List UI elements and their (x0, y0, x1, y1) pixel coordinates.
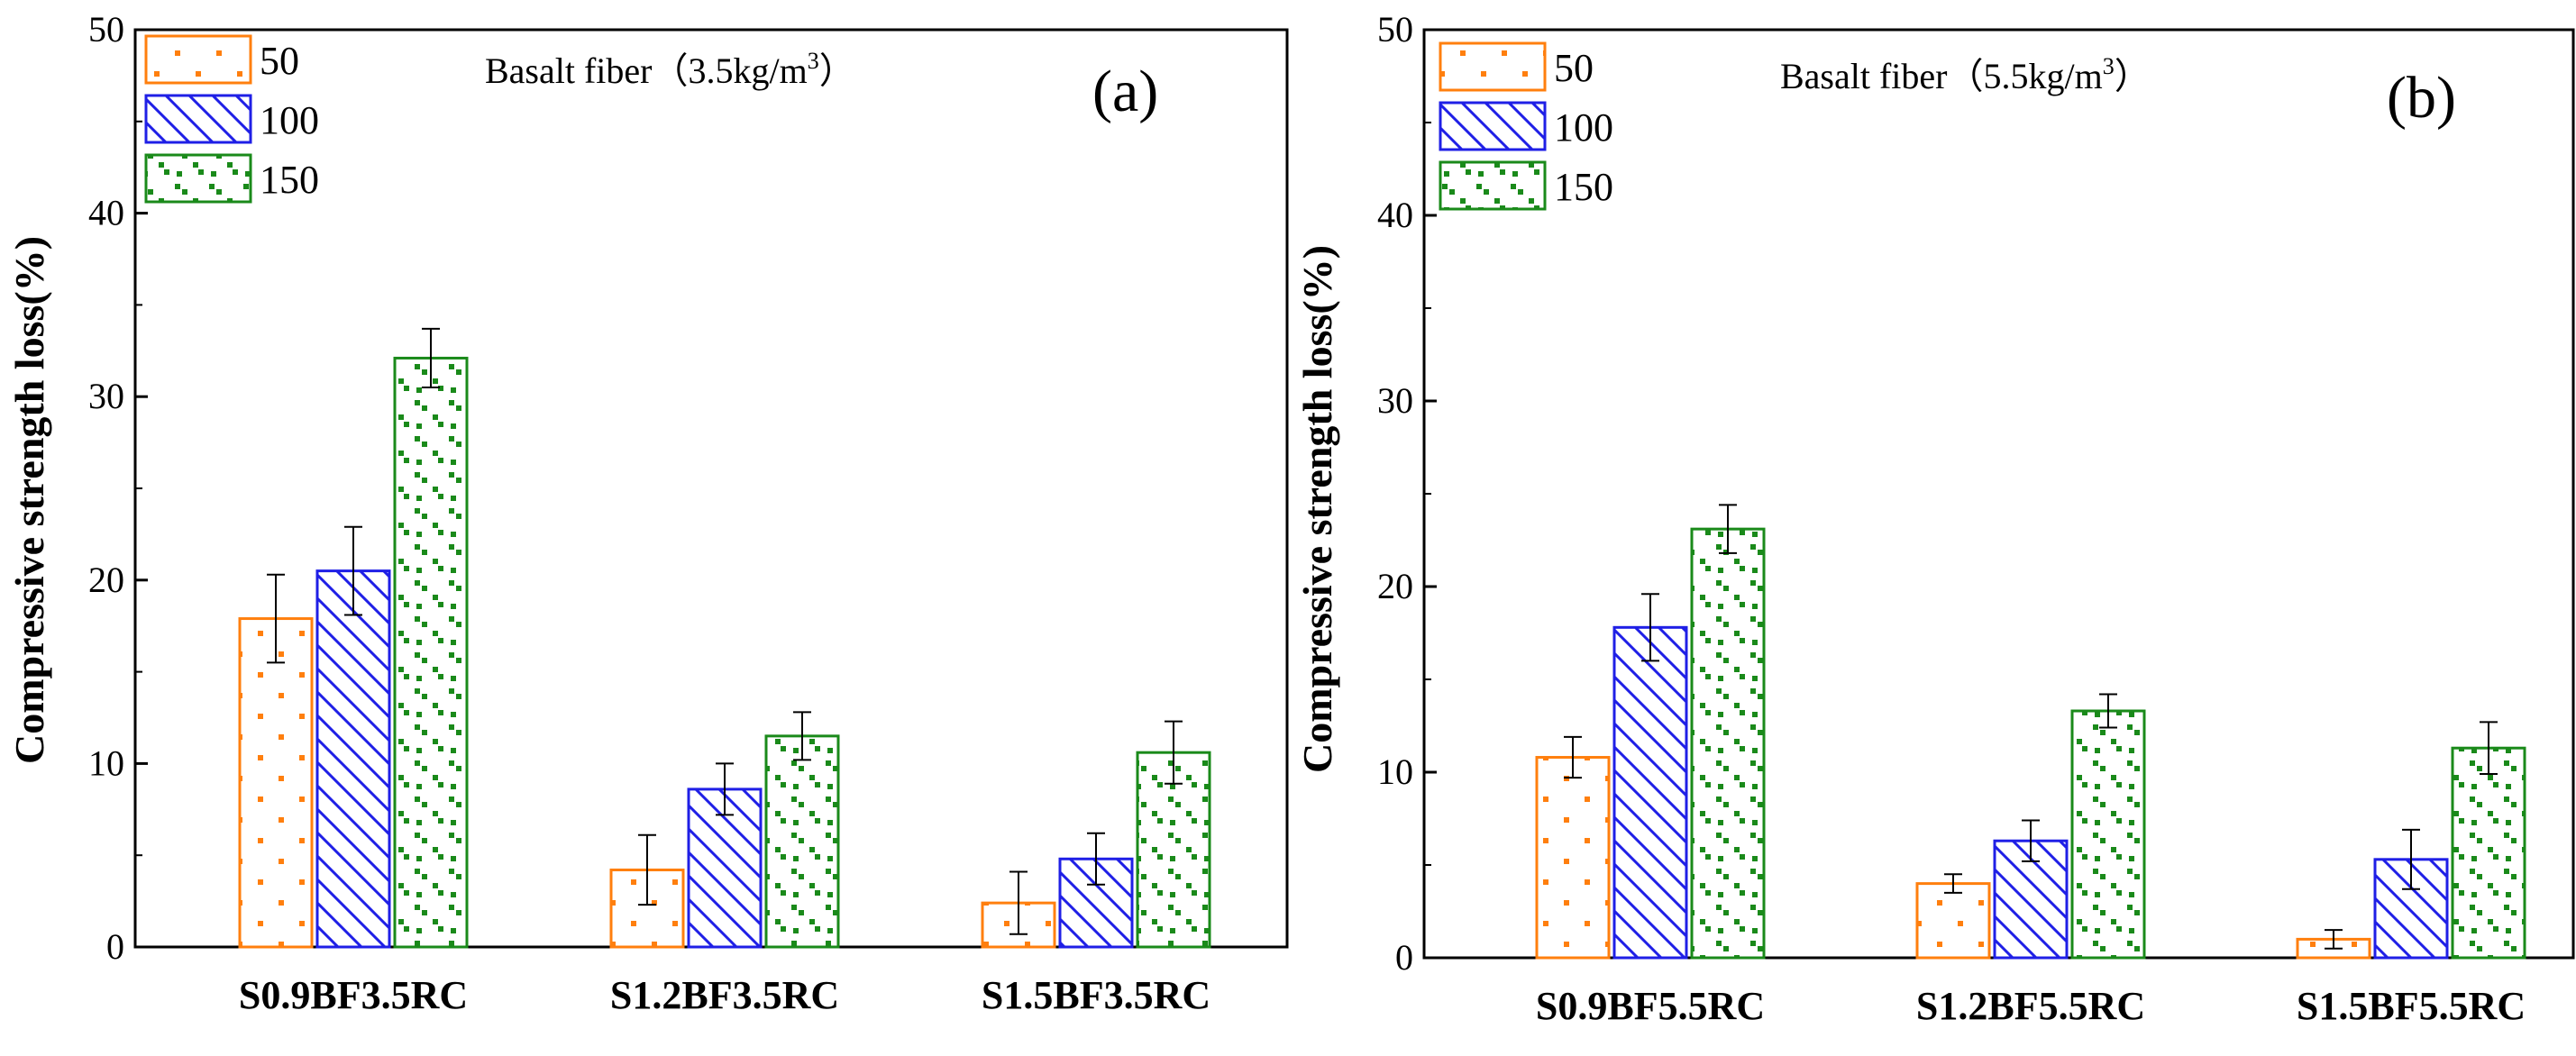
panel-label: (a) (1092, 59, 1158, 124)
chart-title: Basalt fiber（5.5kg/m3） (1780, 53, 2151, 96)
legend-swatch (144, 94, 252, 144)
y-tick-label: 20 (88, 560, 124, 600)
category-label: S0.9BF3.5RC (239, 973, 468, 1017)
bar (764, 734, 840, 949)
chart-panel-b: 0 10 20 30 40 50 S0.9BF5.5RC S1.2BF5.5RC S1.5BF5… (1294, 9, 2575, 1028)
bar (1690, 527, 1766, 960)
y-tick-label: 10 (1377, 751, 1413, 792)
category-label: S1.2BF3.5RC (610, 973, 839, 1017)
legend-label: 100 (260, 98, 319, 142)
bar (315, 569, 391, 949)
category-label: S1.2BF5.5RC (1916, 984, 2145, 1028)
legend-swatch (144, 153, 252, 204)
bar (393, 356, 469, 949)
y-tick-label: 10 (88, 742, 124, 783)
legend-swatch (1439, 41, 1547, 92)
y-tick-label: 50 (1377, 9, 1413, 50)
category-label: S1.5BF5.5RC (2297, 984, 2526, 1028)
y-tick-label: 40 (1377, 195, 1413, 235)
bar (609, 868, 685, 949)
bar (238, 617, 314, 949)
legend-swatch (1439, 101, 1547, 151)
category-label: S0.9BF5.5RC (1536, 984, 1765, 1028)
legend-label: 50 (1554, 46, 1594, 90)
y-axis-label: Compressive strength loss(%) (6, 236, 52, 764)
plot-area: 0 10 20 30 40 50 S0.9BF3.5RC S1.2BF3.5RC S1.5BF3… (88, 9, 1289, 1017)
y-tick-label: 20 (1377, 566, 1413, 606)
chart-title: Basalt fiber（3.5kg/m3） (485, 48, 855, 91)
panel-label: (b) (2387, 65, 2456, 131)
y-tick-label: 0 (1395, 937, 1413, 978)
bar (1535, 756, 1611, 960)
legend-label: 150 (1554, 165, 1613, 209)
y-tick-label: 30 (1377, 380, 1413, 421)
y-tick-label: 50 (88, 9, 124, 50)
bar (2451, 746, 2526, 960)
bar (2070, 709, 2146, 960)
plot-area: 0 10 20 30 40 50 S0.9BF5.5RC S1.2BF5.5RC S1.5BF5… (1377, 9, 2575, 1028)
legend-swatch (144, 34, 252, 85)
legend-label: 100 (1554, 105, 1613, 150)
legend-swatch (1439, 160, 1547, 211)
bar (1612, 625, 1688, 960)
y-axis-label: Compressive strength loss(%) (1294, 245, 1340, 773)
legend-label: 150 (260, 158, 319, 202)
bar (1915, 882, 1991, 960)
y-tick-label: 40 (88, 193, 124, 233)
y-tick-label: 0 (106, 926, 124, 967)
category-label: S1.5BF3.5RC (982, 973, 1210, 1017)
y-tick-label: 30 (88, 376, 124, 416)
chart-panel-a: 0 10 20 30 40 50 S0.9BF3.5RC S1.2BF3.5RC S1.5BF3… (6, 9, 1289, 1017)
legend-label: 50 (260, 39, 299, 83)
